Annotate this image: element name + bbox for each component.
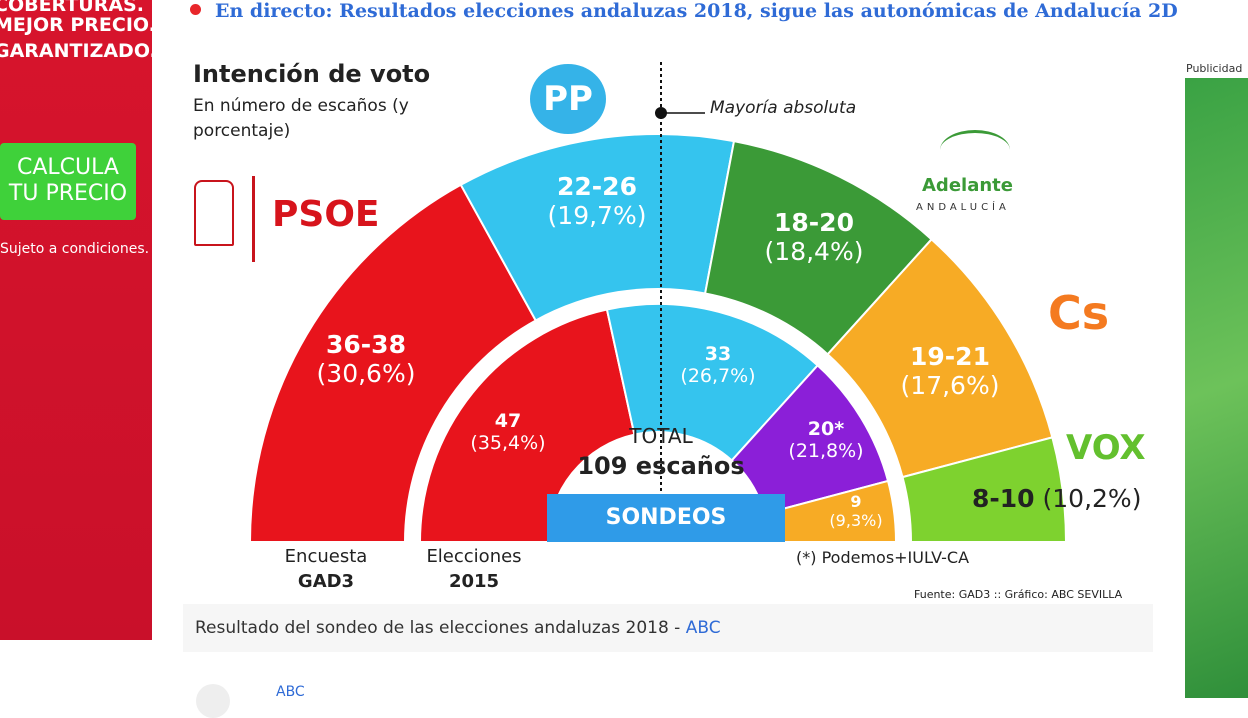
seats: 20*	[807, 418, 845, 440]
adelante-arch-icon	[940, 130, 1010, 170]
ad-note: Sujeto a condiciones.	[0, 241, 150, 257]
pct: (17,6%)	[900, 371, 1000, 400]
image-caption: Resultado del sondeo de las elecciones a…	[183, 604, 1153, 652]
seats: 36-38	[326, 330, 406, 359]
seats: 19-21	[910, 342, 990, 371]
author-avatar	[196, 684, 230, 718]
label-psoe-2015: 47 (35,4%)	[470, 410, 545, 454]
caption-source-link[interactable]: ABC	[685, 618, 721, 638]
majority-text: Mayoría absoluta	[710, 98, 857, 118]
label-pp-gad3: 22-26 (19,7%)	[548, 172, 647, 230]
footnote: (*) Podemos+IULV-CA	[796, 548, 970, 567]
seats: 22-26	[557, 172, 637, 201]
chart-source: Fuente: GAD3 :: Gráfico: ABC SEVILLA	[914, 588, 1123, 601]
segment-vox	[901, 436, 1068, 543]
vox-logo: VOX	[1066, 428, 1146, 468]
psoe-logo: PSOE	[272, 194, 380, 235]
label-adelante-gad3: 18-20 (18,4%)	[765, 208, 864, 266]
pct: (10,2%)	[1042, 484, 1142, 513]
ring-label-bottom: GAD3	[297, 571, 355, 592]
pct: (9,3%)	[829, 511, 883, 530]
author-link[interactable]: ABC	[276, 684, 305, 700]
label-vox-gad3: 8-10 (10,2%)	[972, 484, 1141, 513]
live-dot-icon	[190, 4, 201, 15]
segment-psoe	[418, 308, 636, 543]
label-cs-2015: 9 (9,3%)	[829, 492, 882, 530]
ring-label-top: Elecciones	[426, 546, 522, 567]
seats: 18-20	[774, 208, 854, 237]
segment-psoe	[248, 183, 538, 543]
cs-logo: Cs	[1048, 286, 1110, 340]
ring-label-gad3: Encuesta GAD3	[285, 544, 368, 594]
pct: (18,4%)	[764, 237, 864, 266]
label-pp-2015: 33 (26,7%)	[680, 343, 755, 387]
total-value: 109 escaños	[577, 452, 745, 480]
ad-line: GARANTIZADO.	[0, 40, 157, 62]
adelante-sub: ANDALUCÍA	[916, 202, 1010, 213]
pct: (19,7%)	[547, 201, 647, 230]
pct: (26,7%)	[680, 365, 756, 387]
label-podemos-2015: 20* (21,8%)	[788, 418, 863, 462]
pct: (30,6%)	[316, 359, 416, 388]
label-psoe-gad3: 36-38 (30,6%)	[317, 330, 416, 388]
ring-label-top: Encuesta	[284, 546, 368, 567]
segment-pp	[605, 303, 820, 462]
ad-banner-left[interactable]: COBERTURAS. MEJOR PRECIO. GARANTIZADO. C…	[0, 0, 157, 640]
ring-label-2015: Elecciones 2015	[426, 544, 521, 594]
seats: 47	[494, 410, 522, 432]
total-label: TOTAL	[629, 424, 693, 448]
caption-text: Resultado del sondeo de las elecciones a…	[195, 618, 686, 638]
pp-logo: PP	[530, 64, 606, 134]
pct: (35,4%)	[470, 432, 546, 454]
ad-line: MEJOR PRECIO.	[0, 14, 156, 36]
seats: 33	[704, 343, 732, 365]
ad-label: Publicidad	[1186, 62, 1243, 75]
majority-label: Mayoría absoluta	[660, 98, 856, 118]
ad-banner-right[interactable]	[1185, 78, 1248, 698]
hemicycle-chart	[248, 62, 1068, 543]
seats: 9	[850, 492, 862, 511]
calcula-precio-button[interactable]: CALCULA TU PRECIO	[0, 143, 136, 220]
adelante-logo: Adelante	[922, 175, 1013, 196]
pct: (21,8%)	[788, 440, 864, 462]
ring-label-bottom: 2015	[448, 571, 500, 592]
psoe-rose-icon	[194, 180, 234, 246]
chart-subtitle: En número de escaños (y porcentaje)	[193, 96, 409, 141]
sondeos-badge: SONDEOS	[547, 494, 785, 542]
chart-title: Intención de voto	[193, 60, 431, 88]
headline-text: En directo: Resultados elecciones andalu…	[215, 0, 1178, 22]
headline-link[interactable]: En directo: Resultados elecciones andalu…	[190, 0, 1178, 22]
label-cs-gad3: 19-21 (17,6%)	[901, 342, 1000, 400]
psoe-divider	[252, 176, 255, 262]
ad-line: COBERTURAS.	[0, 0, 144, 16]
seats: 8-10	[972, 484, 1035, 513]
